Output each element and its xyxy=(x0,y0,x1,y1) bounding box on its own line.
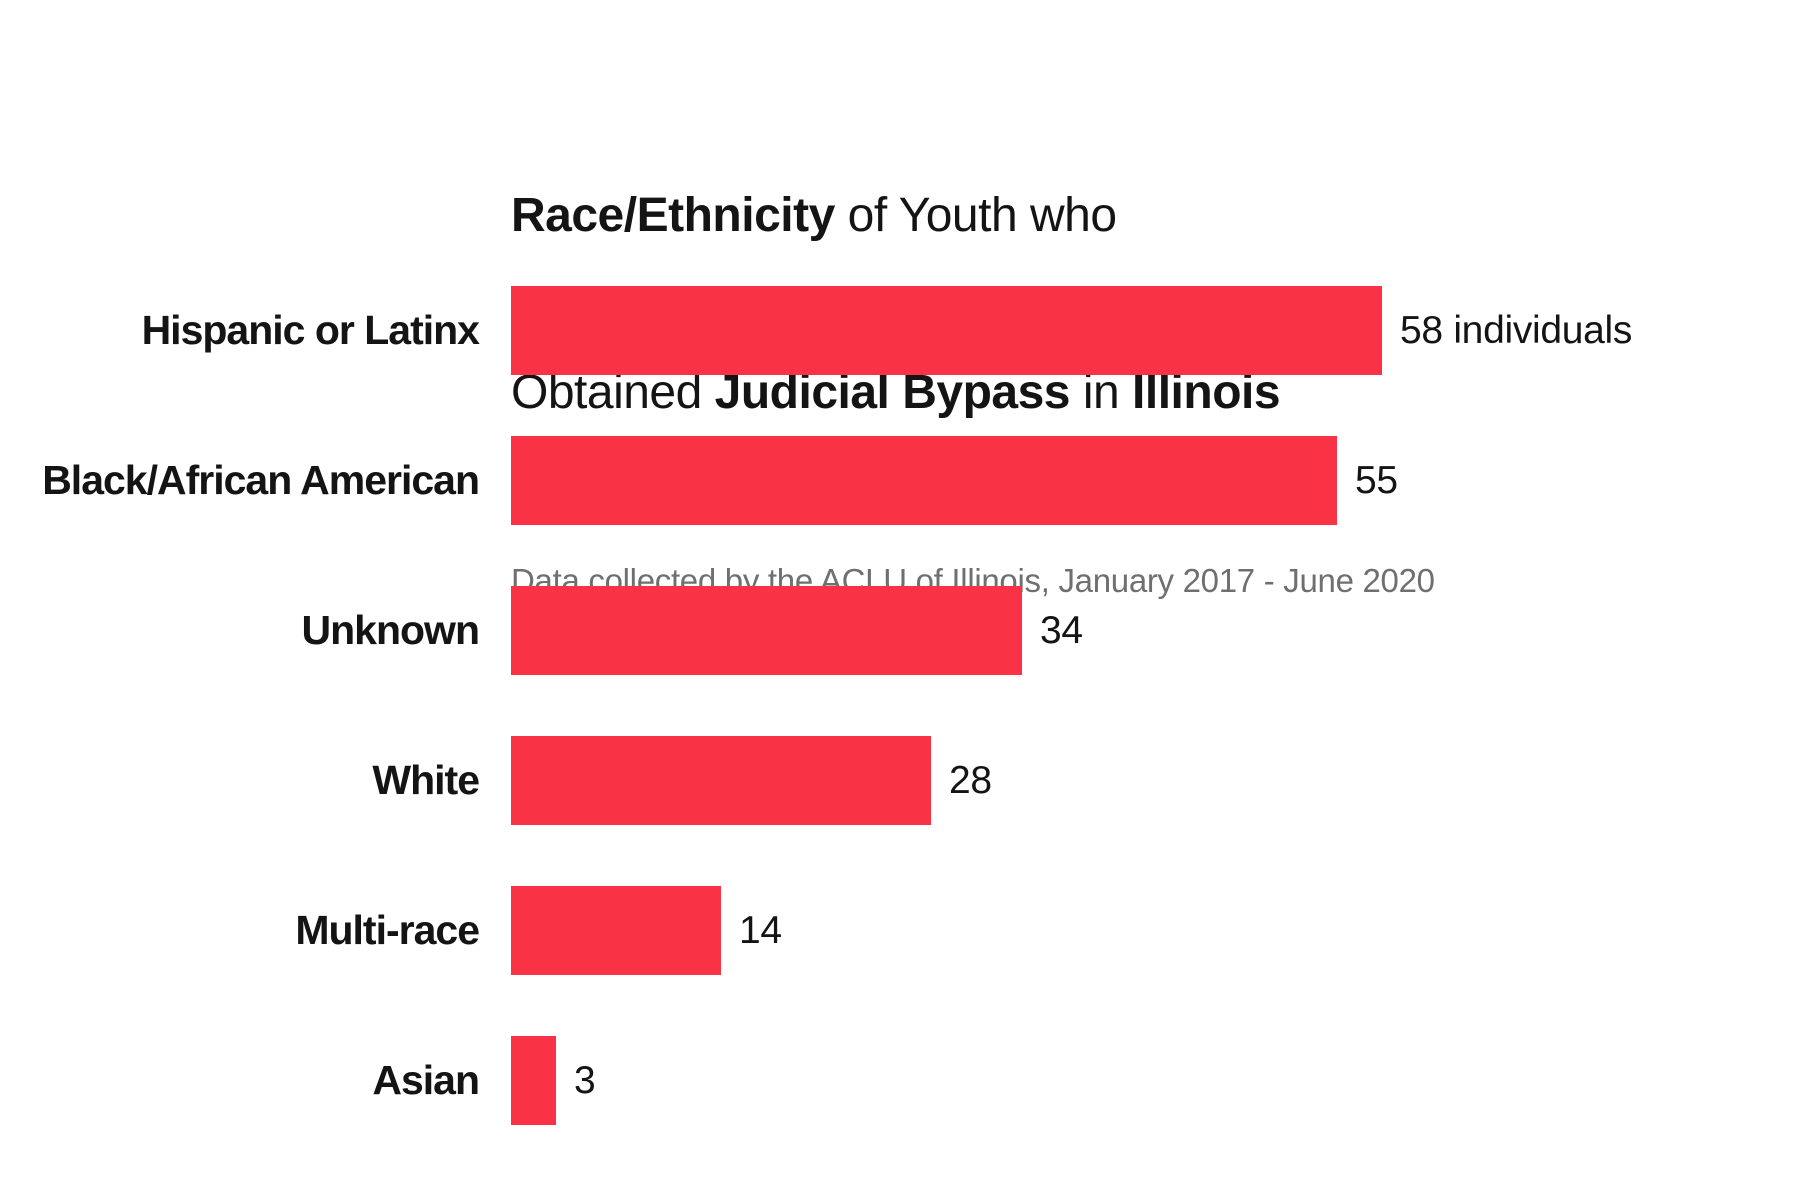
bar xyxy=(511,586,1022,675)
chart-row: Unknown 34 xyxy=(0,586,1801,675)
category-label: Hispanic or Latinx xyxy=(141,307,480,353)
category-label: Asian xyxy=(372,1057,480,1103)
bar xyxy=(511,286,1382,375)
chart-row: White 28 xyxy=(0,736,1801,825)
value-label: 58 individuals xyxy=(1400,308,1633,352)
title-segment-regular: of Youth who xyxy=(834,189,1117,242)
value-label: 14 xyxy=(739,908,782,952)
chart-row: Asian 3 xyxy=(0,1036,1801,1125)
value-label: 28 xyxy=(949,758,992,802)
title-segment-bold: Race/Ethnicity xyxy=(511,189,835,242)
category-label: Unknown xyxy=(301,607,480,653)
chart-row: Multi-race 14 xyxy=(0,886,1801,975)
bar xyxy=(511,886,721,975)
category-label: White xyxy=(372,757,480,803)
value-label: 34 xyxy=(1040,608,1083,652)
value-label: 55 xyxy=(1355,458,1398,502)
bar xyxy=(511,736,931,825)
chart-row: Black/African American 55 xyxy=(0,436,1801,525)
value-label: 3 xyxy=(574,1058,596,1102)
bar xyxy=(511,436,1337,525)
chart-row: Hispanic or Latinx 58 individuals xyxy=(0,286,1801,375)
chart-title-line-1: Race/Ethnicity of Youth who xyxy=(511,186,1435,245)
category-label: Black/African American xyxy=(42,457,480,503)
category-label: Multi-race xyxy=(295,907,480,953)
bar xyxy=(511,1036,556,1125)
